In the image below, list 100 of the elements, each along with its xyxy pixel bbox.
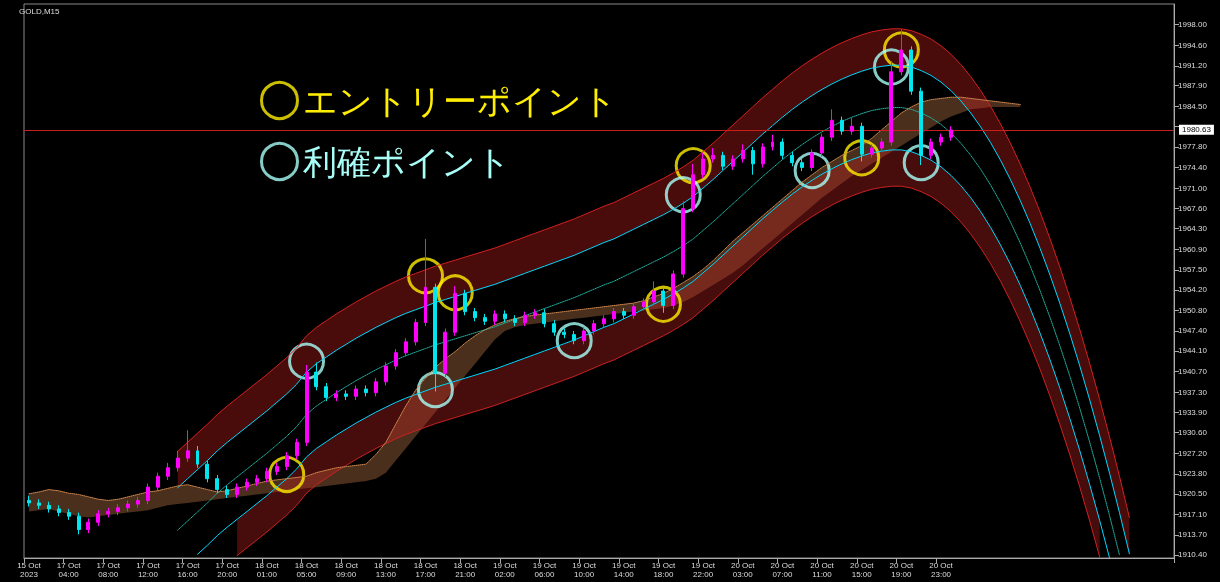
x-tick-label: 19 Oct 18:00 — [651, 561, 676, 579]
x-tick-label: 15 Oct 2023 — [17, 561, 42, 579]
candlestick — [37, 498, 41, 510]
chart-title: GOLD,M15 — [19, 6, 61, 16]
candlestick — [642, 297, 646, 311]
candlestick — [741, 143, 745, 164]
candlestick — [493, 309, 497, 326]
y-tick-label: 1933.90 — [1178, 408, 1208, 418]
candlestick — [404, 337, 408, 357]
candlestick — [166, 462, 170, 481]
legend-label: エントリーポイント — [302, 80, 617, 121]
point — [793, 152, 831, 189]
candlestick — [67, 508, 71, 521]
x-tick-label: 18 Oct 05:00 — [294, 561, 320, 579]
candlestick — [632, 302, 636, 320]
candlestick — [572, 330, 576, 345]
candlestick — [652, 280, 656, 307]
x-tick-label: 20 Oct 07:00 — [770, 561, 795, 579]
candlestick — [790, 151, 794, 167]
y-tick-label: 1994.60 — [1178, 40, 1208, 50]
legend-label: 利確ポイント — [302, 141, 511, 182]
candlestick — [582, 326, 586, 345]
y-tick-label: 1947.40 — [1178, 326, 1208, 336]
y-tick-label: 1927.20 — [1178, 448, 1208, 458]
candlestick — [880, 137, 884, 153]
candlestick — [939, 133, 943, 147]
y-tick-label: 1987.90 — [1178, 81, 1208, 91]
candlestick — [215, 474, 219, 494]
candlestick — [483, 313, 487, 326]
candlestick — [681, 200, 685, 279]
x-tick-label: 20 Oct 23:00 — [929, 561, 954, 579]
candlestick — [800, 158, 804, 172]
x-tick-label: 20 Oct 11:00 — [810, 561, 835, 579]
x-tick-label: 17 Oct 04:00 — [56, 561, 82, 579]
candlestick — [850, 117, 854, 136]
candlestick — [106, 507, 110, 518]
candlestick — [820, 133, 824, 158]
candlestick — [295, 438, 299, 460]
candlestick — [622, 307, 626, 320]
candlestick — [86, 518, 90, 534]
x-tick-label: 17 Oct 12:00 — [136, 561, 161, 579]
x-tick-label: 19 Oct 10:00 — [572, 561, 597, 579]
candlestick — [96, 509, 100, 527]
x-tick-label: 19 Oct 02:00 — [493, 561, 518, 579]
candlestick — [542, 308, 546, 328]
candlestick — [711, 147, 715, 164]
candlestick — [919, 87, 923, 166]
candlestick — [929, 137, 933, 160]
x-tick-label: 20 Oct 19:00 — [889, 561, 914, 579]
y-tick-label: 1974.40 — [1178, 162, 1208, 172]
y-tick-label: 1991.20 — [1178, 61, 1208, 71]
candlestick — [285, 451, 289, 471]
x-tick-label: 17 Oct 08:00 — [96, 561, 121, 579]
candlestick — [235, 483, 239, 499]
candlestick — [374, 377, 378, 397]
candlestick — [533, 308, 537, 320]
point — [843, 139, 881, 177]
candlestick — [840, 116, 844, 136]
x-tick-label: 18 Oct 09:00 — [334, 561, 359, 579]
candlestick — [77, 512, 81, 535]
candlestick — [860, 122, 864, 162]
candlestick — [116, 503, 120, 516]
candlestick — [265, 467, 269, 483]
y-tick-label: 1998.00 — [1178, 20, 1208, 30]
candlestick — [424, 238, 427, 327]
candlestick — [552, 319, 556, 337]
y-tick-label: 1937.30 — [1178, 387, 1208, 397]
candlestick — [205, 460, 209, 483]
candlestick — [394, 348, 398, 371]
candlestick — [156, 472, 160, 492]
x-tick-label: 18 Oct 17:00 — [413, 561, 439, 579]
candlestick — [433, 283, 437, 392]
candlestick — [334, 389, 338, 402]
candlestick — [136, 496, 140, 509]
candlestick — [344, 389, 348, 401]
candlestick — [245, 478, 249, 492]
x-tick-label: 19 Oct 14:00 — [612, 561, 637, 579]
candlestick — [57, 504, 61, 517]
candlestick — [305, 364, 309, 447]
y-tick-label: 1971.00 — [1178, 183, 1208, 193]
candlestick — [443, 328, 447, 378]
candlestick — [364, 384, 368, 397]
candlestick — [176, 450, 180, 472]
y-tick-label: 1940.70 — [1178, 367, 1208, 377]
y-tick-label: 1964.30 — [1178, 224, 1208, 234]
x-tick-label: 19 Oct 06:00 — [532, 561, 558, 579]
y-tick-label: 1960.90 — [1178, 244, 1208, 254]
ref-line-label: 1980.63 — [1182, 125, 1212, 135]
candlestick — [661, 286, 665, 314]
y-tick-label: 1913.70 — [1178, 530, 1208, 540]
x-tick-label: 19 Oct 22:00 — [691, 561, 716, 579]
candlestick — [810, 148, 814, 172]
candlestick — [513, 314, 517, 327]
candlestick — [196, 445, 199, 469]
x-tick-label: 18 Oct 01:00 — [255, 561, 280, 579]
y-tick-label: 1923.80 — [1178, 469, 1208, 479]
candlestick — [126, 499, 130, 512]
candlestick — [47, 501, 51, 514]
y-tick-label: 1917.10 — [1178, 509, 1208, 519]
candlestick — [780, 137, 784, 160]
